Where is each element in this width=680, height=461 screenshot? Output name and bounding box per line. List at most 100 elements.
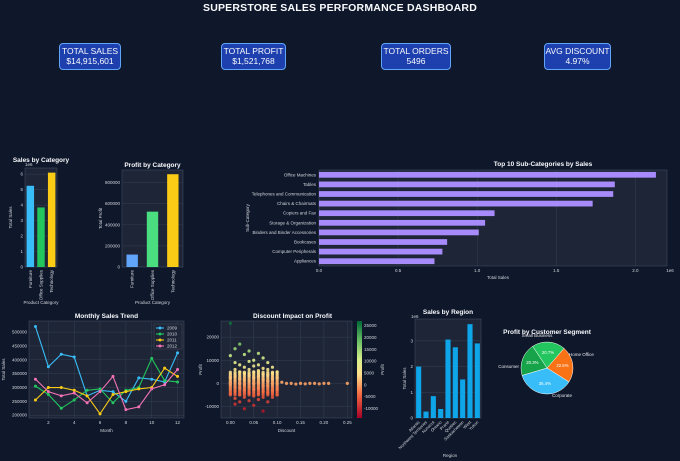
discount-point [252, 364, 256, 368]
discount-point [275, 370, 279, 374]
discount-point [233, 396, 237, 400]
kpi-value: 4.97% [565, 56, 590, 66]
monthly-series-point [137, 376, 141, 380]
discount-colorbar-tick-label: 15000 [364, 347, 377, 352]
monthly-series-point [72, 391, 76, 395]
discount-point [228, 354, 232, 358]
sales-category-bar [37, 207, 45, 267]
profit-category-ylabel: Total Profit [98, 207, 103, 229]
discount-point [242, 382, 246, 387]
discount-point [238, 377, 242, 381]
discount-point [252, 370, 256, 374]
monthly-series-point [72, 398, 76, 402]
subcategory-ytick-label: Telephones and Communication [252, 192, 317, 197]
segment-pie-label: Home Office [569, 352, 594, 357]
discount-ytick-label: 10000 [206, 358, 219, 363]
discount-point [261, 366, 265, 370]
monthly-series-point [163, 379, 167, 383]
sales-category-xtick-label: Office Supplies [39, 269, 44, 300]
discount-point [233, 367, 237, 372]
monthly-xlabel: Month [100, 428, 113, 433]
sales-category-ylabel: Total Sales [8, 206, 13, 229]
discount-point [261, 409, 265, 413]
subcategory-xtick-label: 1.5 [553, 268, 560, 273]
monthly-xtick-label: 2 [47, 420, 50, 425]
subcategory-ytick-label: Office Machines [284, 172, 317, 177]
subcategory-ytick-label: Tables [303, 182, 317, 187]
monthly-series-point [124, 390, 128, 394]
region-xlabel: Region [443, 453, 458, 458]
discount-ytick-label: -10000 [205, 404, 220, 409]
region-xtick-label: Prarie [439, 419, 451, 431]
kpi-value: $14,915,601 [66, 56, 114, 66]
discount-point [266, 400, 270, 404]
sales-category-bar [26, 185, 35, 267]
discount-point [228, 370, 232, 374]
discount-point [247, 379, 251, 383]
profit-category-bar [146, 211, 159, 267]
monthly-xtick-label: 6 [99, 420, 102, 425]
discount-ytick-label: 0 [216, 381, 219, 386]
profit-category-ytick-label: 800000 [105, 180, 121, 185]
discount-point [252, 358, 256, 362]
monthly-legend-label: 2009 [167, 326, 178, 331]
sales-category-ytick-label: 4 [20, 203, 23, 208]
profit-category-ytick-label: 400000 [105, 222, 121, 227]
monthly-series-point [59, 406, 63, 410]
subcategory-xtick-label: 0.5 [395, 268, 402, 273]
monthly-series-point [137, 387, 141, 391]
sales-category-ytick-label: 0 [20, 265, 23, 270]
discount-point [266, 373, 270, 377]
monthly-series-point [98, 412, 102, 416]
discount-point [284, 381, 289, 385]
monthly-series-point [111, 390, 115, 394]
discount-point [261, 389, 265, 394]
monthly-series-point [85, 394, 89, 398]
discount-point [256, 374, 261, 379]
discount-point [266, 390, 270, 395]
discount-colorbar-tick-label: -5000 [364, 394, 376, 399]
kpi-total-sales: TOTAL SALES $14,915,601 [59, 43, 121, 70]
discount-point [252, 394, 256, 398]
discount-point [228, 392, 232, 396]
discount-point [256, 386, 261, 390]
subcategory-bar [319, 191, 614, 197]
subcategory-bar [319, 258, 435, 265]
discount-point [270, 377, 275, 381]
discount-point [270, 365, 275, 369]
discount-point [247, 373, 251, 377]
discount-point [294, 382, 298, 386]
discount-xtick-label: 0.20 [320, 420, 329, 425]
discount-point [275, 387, 279, 391]
discount-xlabel: Discount [278, 428, 296, 433]
monthly-series-point [98, 390, 102, 394]
subcategory-bar [319, 229, 479, 236]
monthly-series-point [59, 386, 63, 390]
monthly-ytick-label: 250000 [12, 399, 28, 404]
monthly-ylabel: Total Sales [1, 358, 6, 381]
discount-point [261, 372, 265, 376]
subcategory-ylabel: Sub-Category [245, 203, 250, 232]
monthly-series-point [46, 390, 50, 394]
kpi-avg-discount: AVG DISCOUNT 4.97% [544, 43, 611, 70]
discount-point [247, 367, 251, 372]
monthly-series-point [163, 383, 167, 387]
discount-point [228, 375, 232, 380]
monthly-legend-marker [158, 344, 162, 348]
subcategory-offset-label: 1e6 [666, 268, 674, 273]
discount-colorbar-tick-label: 25000 [364, 323, 377, 328]
monthly-legend-marker [158, 326, 162, 330]
monthly-series-point [59, 394, 63, 398]
kpi-value: $1,521,768 [232, 56, 275, 66]
discount-point [270, 381, 275, 385]
subcategory-bar [319, 219, 486, 226]
sales-category-xtick-label: Technology [49, 269, 54, 293]
discount-point [238, 400, 242, 404]
monthly-series-point [111, 392, 115, 396]
monthly-series-line [34, 326, 179, 403]
monthly-title: Monthly Sales Trend [75, 313, 138, 320]
subcategory-bar [319, 181, 615, 188]
monthly-series-point [176, 351, 180, 355]
discount-xtick-label: 0.10 [273, 420, 282, 425]
discount-point [242, 407, 246, 411]
